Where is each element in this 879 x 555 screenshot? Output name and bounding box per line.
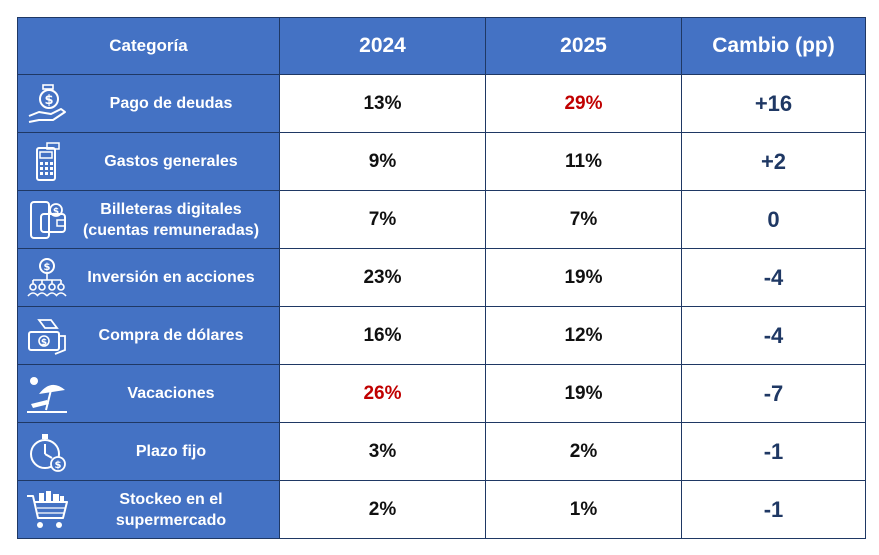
category-cell: $ Plazo fijo [17, 422, 280, 481]
category-label: Inversión en acciones [87, 269, 255, 286]
dollar-exchange-icon: $ [28, 318, 66, 355]
shopping-cart-icon [27, 490, 68, 528]
change-value: -1 [681, 480, 866, 539]
category-label: Pago de deudas [109, 95, 233, 112]
change-value: -7 [681, 364, 866, 423]
header-change: Cambio (pp) [681, 17, 866, 75]
table-row: $ Plazo fijo 3% 2% -1 [17, 422, 866, 481]
category-cell: Stockeo en el supermercado [17, 480, 280, 539]
table-row: $ Billeteras digitales (cuentas remunerad… [17, 190, 866, 249]
change-value: +2 [681, 132, 866, 191]
value-2025: 29% [485, 74, 682, 133]
change-value: +16 [681, 74, 866, 133]
category-label: Plazo fijo [135, 443, 207, 460]
value-2025: 12% [485, 306, 682, 365]
value-2025: 7% [485, 190, 682, 249]
change-value: 0 [681, 190, 866, 249]
value-2024: 2% [279, 480, 486, 539]
table-row: Vacaciones 26% 19% -7 [17, 364, 866, 423]
svg-text:$: $ [44, 93, 53, 108]
beach-umbrella-icon [27, 376, 67, 413]
change-value: -4 [681, 306, 866, 365]
category-cell: Vacaciones [17, 364, 280, 423]
svg-text:$: $ [53, 207, 59, 217]
digital-wallet-icon: $ [30, 200, 66, 239]
table-row: Gastos generales 9% 11% +2 [17, 132, 866, 191]
value-2025: 1% [485, 480, 682, 539]
category-cell: $ Compra de dólares [17, 306, 280, 365]
svg-text:$: $ [41, 338, 47, 348]
value-2024: 3% [279, 422, 486, 481]
header-2025: 2025 [485, 17, 682, 75]
table-row: Stockeo en el supermercado 2% 1% -1 [17, 480, 866, 539]
category-cell: $ Pago de deudas [17, 74, 280, 133]
category-cell: $ Inversión en acciones [17, 248, 280, 307]
table-row: $ Inversión en acciones 23% 19% -4 [17, 248, 866, 307]
value-2025: 2% [485, 422, 682, 481]
category-cell: $ Billeteras digitales (cuentas remunerad… [17, 190, 280, 249]
value-2024: 26% [279, 364, 486, 423]
change-value: -1 [681, 422, 866, 481]
value-2024: 16% [279, 306, 486, 365]
value-2025: 19% [485, 364, 682, 423]
category-label: Vacaciones [127, 385, 215, 402]
value-2024: 13% [279, 74, 486, 133]
value-2024: 23% [279, 248, 486, 307]
category-cell: Gastos generales [17, 132, 280, 191]
value-2025: 11% [485, 132, 682, 191]
pos-terminal-icon [36, 141, 60, 181]
value-2024: 9% [279, 132, 486, 191]
category-label: Stockeo en el supermercado [115, 490, 227, 529]
spending-table: Categoría 2024 2025 Cambio (pp) $ Pago de… [17, 17, 866, 539]
stopwatch-money-icon: $ [30, 433, 66, 472]
category-label: Billeteras digitales (cuentas remunerada… [82, 200, 260, 239]
svg-text:$: $ [44, 262, 51, 273]
change-value: -4 [681, 248, 866, 307]
table-header-row: Categoría 2024 2025 Cambio (pp) [17, 17, 866, 75]
header-category: Categoría [17, 17, 280, 75]
investment-network-icon: $ [27, 257, 67, 297]
header-2024: 2024 [279, 17, 486, 75]
table-row: $ Pago de deudas 13% 29% +16 [17, 74, 866, 133]
value-2025: 19% [485, 248, 682, 307]
svg-text:$: $ [55, 460, 62, 471]
value-2024: 7% [279, 190, 486, 249]
category-label: Compra de dólares [98, 327, 244, 344]
hand-money-icon: $ [28, 83, 66, 123]
table-row: $ Compra de dólares 16% 12% -4 [17, 306, 866, 365]
category-label: Gastos generales [104, 153, 238, 170]
